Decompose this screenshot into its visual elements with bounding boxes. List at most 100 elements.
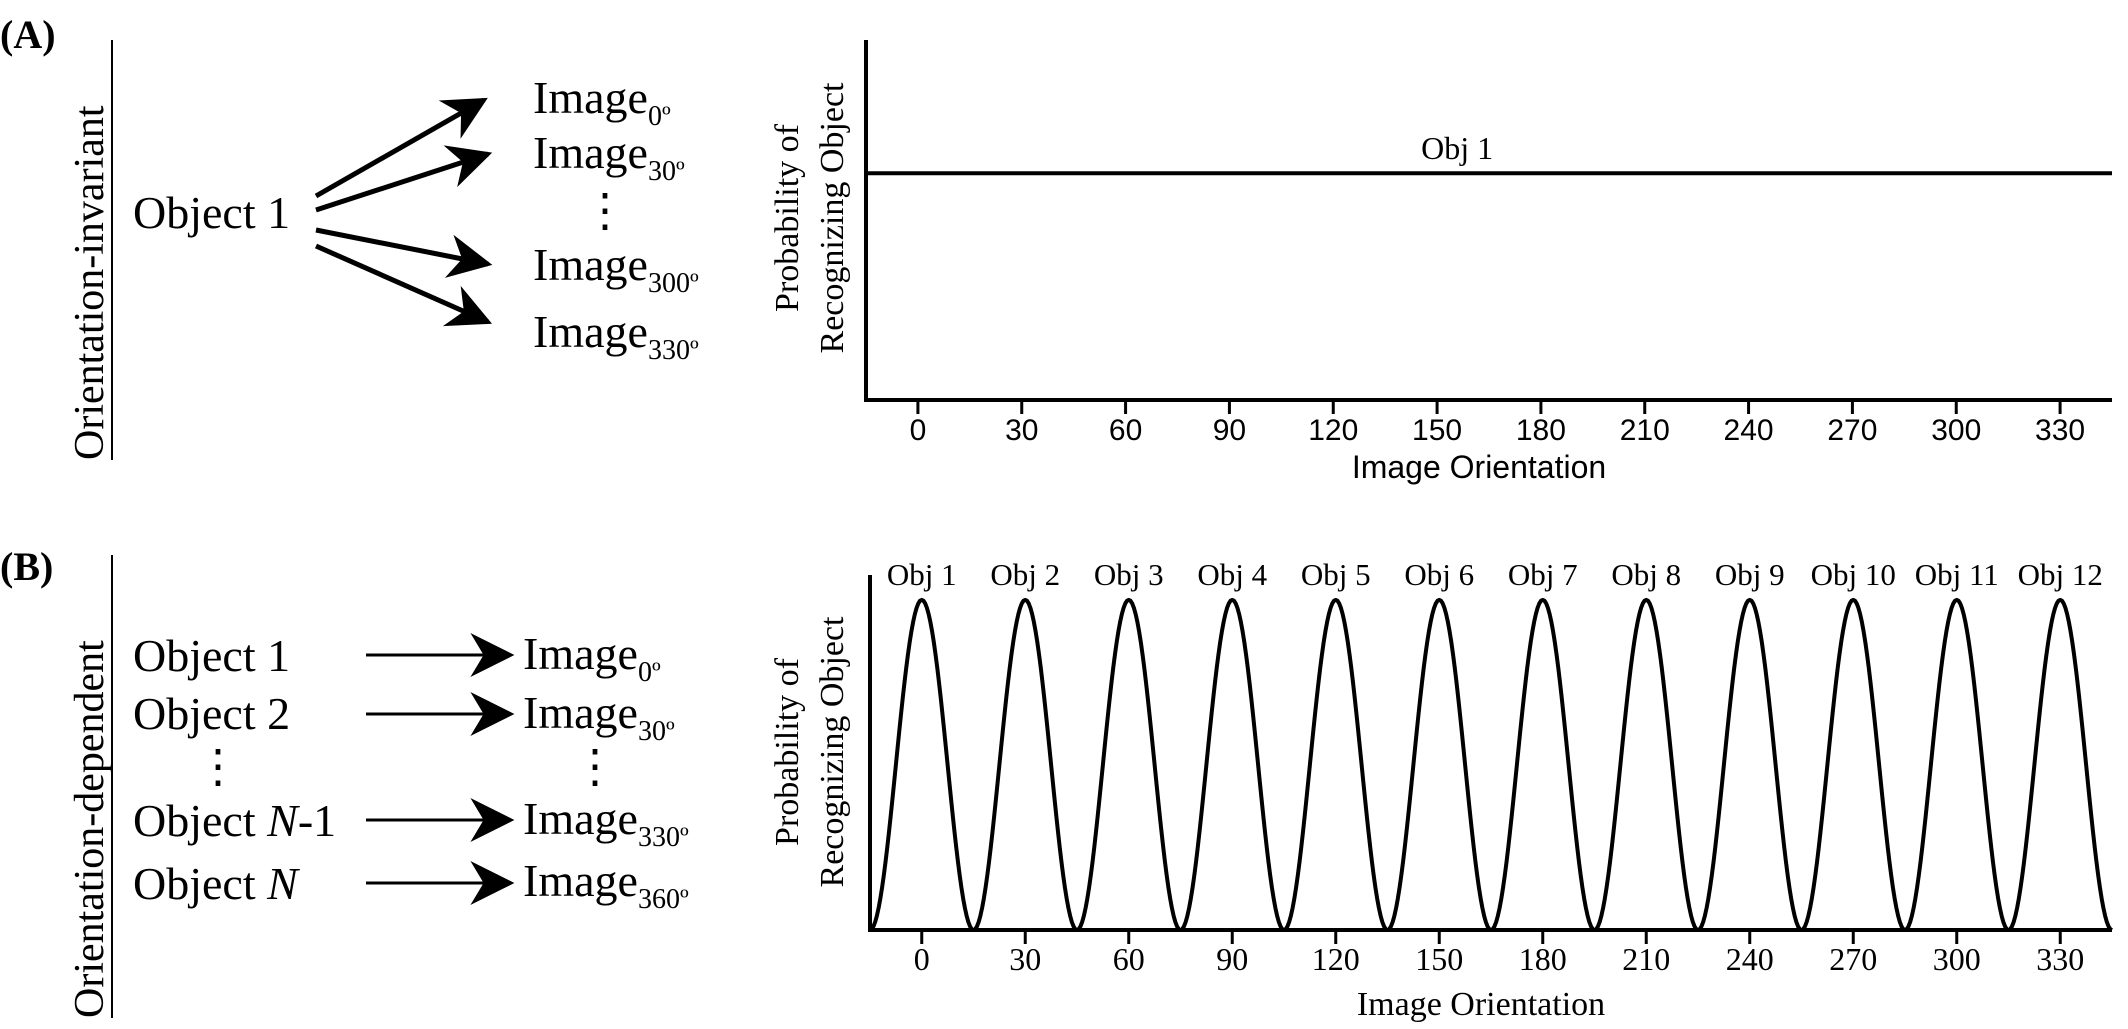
x-tick-label: 150 [1412,414,1462,447]
x-tick-label: 180 [1519,941,1567,977]
image-sub: 0º [648,101,671,132]
panel-b-image-ellipsis: ⋮ [572,741,618,792]
x-tick-label: 240 [1726,941,1774,977]
panel-b-object-n: Object N [133,858,300,909]
panel-b-object-1: Object 1 [133,630,290,681]
series-curve-obj-7 [1490,597,1596,932]
series-label: Obj 4 [1197,557,1267,592]
panel-a-image-330: Image330º [533,306,699,366]
panel-a-source-object: Object 1 [133,187,290,238]
series-curve-obj-4 [1179,597,1285,932]
arrow-to-image-30 [315,145,493,213]
x-tick-label: 120 [1308,414,1358,447]
panel-b-side-title-group: Orientation-dependent [67,640,113,1018]
image-sub: 330º [638,822,689,853]
panel-a-side-title-group: Orientation-invariant [67,105,113,460]
panel-a-label: (A) [0,12,56,57]
image-base: Image [533,127,648,178]
x-tick-label: 330 [2035,414,2085,447]
series-curve-obj-5 [1283,597,1389,932]
panel-b: (B) Orientation-dependent Object 1 Objec… [0,544,2113,1023]
image-sub: 30º [648,156,685,187]
image-base: Image [523,855,638,906]
image-base: Image [533,306,648,357]
image-sub: 330º [648,335,699,366]
x-tick-label: 300 [1933,941,1981,977]
image-base: Image [533,239,648,290]
panel-a-arrows [314,97,493,327]
panel-a: (A) Orientation-invariant Object 1 Image… [0,12,2112,485]
series-label: Obj 1 [887,557,957,592]
x-tick-label: 120 [1312,941,1360,977]
x-tick-label: 0 [914,941,930,977]
series-label: Obj 7 [1508,557,1578,592]
image-base: Image [523,628,638,679]
series-curve-obj-1 [869,597,975,932]
image-sub: 360º [638,884,689,915]
y-axis-label-line1: Probability of [769,123,806,312]
series-label: Obj 6 [1404,557,1474,592]
series-label: Obj 9 [1715,557,1785,592]
panel-b-image-360: Image360º [523,855,689,915]
arrow-to-image-0 [314,97,488,199]
y-axis-label-line2: Recognizing Object [814,82,851,354]
series-curve-obj-6 [1386,597,1492,932]
panel-a-image-0: Image0º [533,72,671,132]
x-tick-label: 270 [1829,941,1877,977]
panel-b-image-330: Image330º [523,793,689,853]
arrow-to-image-300 [315,227,493,278]
arrow-to-image-330 [314,243,493,327]
x-tick-label: 90 [1213,414,1246,447]
x-tick-label: 180 [1516,414,1566,447]
panel-b-object-ellipsis: ⋮ [195,741,241,792]
x-tick-label: 150 [1415,941,1463,977]
series-curve-obj-2 [972,597,1078,932]
x-tick-label: 240 [1724,414,1774,447]
series-curve-obj-12 [2007,597,2113,932]
series-label: Obj 11 [1915,557,1999,592]
x-tick-label: 90 [1216,941,1248,977]
image-base: Image [523,687,638,738]
panel-a-image-300: Image300º [533,239,699,299]
x-tick-label: 300 [1931,414,1981,447]
series-curve-obj-11 [1904,597,2010,932]
x-tick-label: 210 [1620,414,1670,447]
panel-b-label: (B) [0,544,53,589]
series-curve-obj-3 [1076,597,1182,932]
series-label: Obj 8 [1611,557,1681,592]
object-base: Object 1 [133,630,290,681]
object-base: Object [133,858,267,909]
panel-b-object-n-1: Object N-1 [133,795,336,846]
series-label: Obj 10 [1811,557,1896,592]
x-tick-label: 30 [1009,941,1041,977]
y-axis-label-line2: Recognizing Object [814,616,851,888]
x-axis-label: Image Orientation [1357,986,1605,1023]
object-italic: N [266,858,300,909]
panel-b-object-2: Object 2 [133,688,290,739]
image-base: Image [533,72,648,123]
x-tick-label: 30 [1005,414,1038,447]
series-label: Obj 12 [2018,557,2103,592]
panel-b-image-0: Image0º [523,628,661,688]
series-curve-obj-9 [1697,597,1803,932]
object-base: Object 2 [133,688,290,739]
series-label: Obj 2 [990,557,1060,592]
series-label: Obj 5 [1301,557,1371,592]
panel-a-image-30: Image30º [533,127,685,187]
image-sub: 0º [638,657,661,688]
panel-a-chart: 0 30 60 90 120 150 180 210 240 270 300 330 Image Ori… [769,40,2112,485]
object-base: Object [133,795,267,846]
panel-b-arrows [366,633,515,905]
panel-a-side-title: Orientation-invariant [67,105,113,460]
x-axis-label: Image Orientation [1352,449,1606,485]
x-tick-label: 0 [910,414,927,447]
x-tick-label: 330 [2036,941,2084,977]
panel-b-chart: 0 30 60 90 120 150 180 210 240 270 300 330 Image Ori… [769,557,2113,1023]
image-sub: 30º [638,716,675,747]
object-suffix: -1 [298,795,336,846]
panel-b-image-30: Image30º [523,687,675,747]
object-italic: N [266,795,300,846]
x-tick-label: 60 [1113,941,1145,977]
series-label: Obj 3 [1094,557,1164,592]
series-label: Obj 1 [1421,130,1493,166]
